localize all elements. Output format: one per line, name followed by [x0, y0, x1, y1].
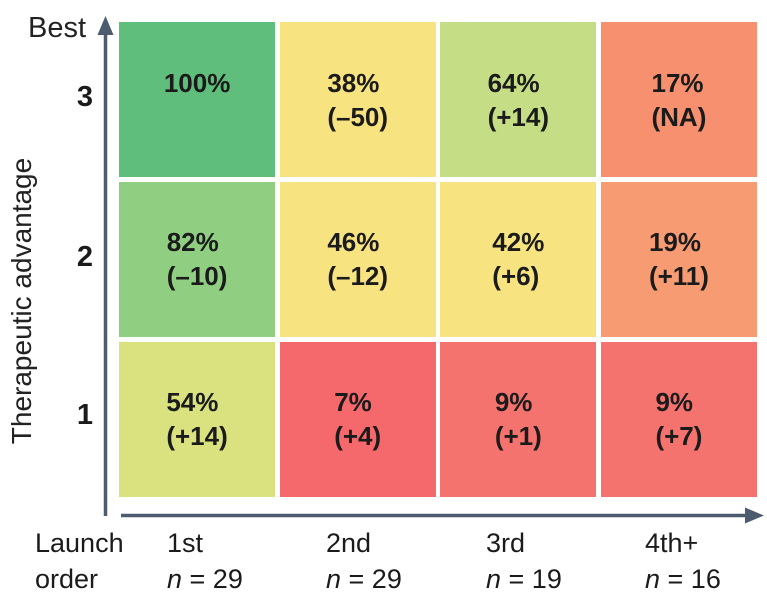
cell-text: 17% (NA)	[652, 66, 707, 134]
x-tick-label: 2nd	[326, 528, 372, 558]
cell-text: 38% (–50)	[327, 66, 388, 134]
heatmap-cell-r3c3: 64% (+14)	[440, 22, 597, 178]
heatmap-cell-r1c2: 7% (+4)	[279, 341, 436, 497]
x-tick-n: n = 29	[167, 564, 243, 594]
heatmap-cell-r3c1: 100%	[119, 22, 276, 178]
cell-value: 64%	[487, 67, 540, 98]
cell-text: 9% (+1)	[495, 385, 542, 453]
cell-value: 46%	[327, 227, 380, 258]
heatmap-cell-r2c2: 46% (–12)	[279, 181, 436, 338]
heatmap-cell-r3c2: 38% (–50)	[279, 22, 436, 178]
cell-text: 64% (+14)	[488, 66, 549, 134]
y-axis-arrowhead-icon	[97, 16, 114, 35]
cell-value: 42%	[492, 227, 545, 258]
x-tick-label: 1st	[167, 528, 204, 558]
x-tick-label: 3rd	[486, 528, 526, 558]
heatmap-cell-r1c3: 9% (+1)	[440, 341, 597, 497]
y-tick-2: 2	[76, 241, 93, 273]
y-axis-best-label: Best	[28, 12, 87, 44]
cell-delta: (–10)	[166, 261, 228, 292]
cell-delta: (+11)	[648, 261, 709, 292]
cell-delta: (+6)	[492, 261, 540, 292]
cell-value: 54%	[166, 387, 219, 418]
cell-text: 7% (+4)	[334, 385, 381, 453]
cell-text: 46% (–12)	[327, 225, 388, 293]
heatmap-cell-r3c4: 17% (NA)	[600, 22, 757, 178]
y-tick-3: 3	[76, 81, 93, 113]
heatmap-cell-r2c4: 19% (+11)	[600, 181, 757, 338]
heatmap-cell-r1c1: 54% (+14)	[119, 341, 276, 497]
heatmap-cell-r2c3: 42% (+6)	[440, 181, 597, 338]
cell-text: 100%	[164, 66, 231, 134]
cell-value: 100%	[163, 67, 231, 98]
cell-text: 19% (+11)	[649, 225, 709, 293]
x-axis-title: Launch order	[35, 525, 124, 597]
x-tick-label: 4th+	[645, 528, 699, 558]
x-tick-n: n = 29	[326, 564, 402, 594]
cell-value: 17%	[651, 67, 704, 98]
cell-delta: (+4)	[334, 421, 382, 452]
x-tick-1st: 1st n = 29	[167, 525, 243, 597]
x-tick-n: n = 19	[486, 564, 562, 594]
x-axis-arrowhead-icon	[745, 507, 764, 524]
cell-text: 42% (+6)	[492, 225, 544, 293]
cell-value: 9%	[494, 387, 533, 418]
cell-delta: (–50)	[327, 101, 389, 132]
x-axis-title-line2: order	[35, 564, 99, 594]
cell-value: 19%	[648, 227, 701, 258]
cell-value: 82%	[166, 227, 219, 258]
heatmap-grid: 100% 38% (–50) 64% (+14) 17% (NA) 82%	[119, 22, 757, 497]
heatmap-cell-r1c4: 9% (+7)	[600, 341, 757, 497]
cell-text: 54% (+14)	[166, 385, 227, 453]
cell-text: 9% (+7)	[655, 385, 702, 453]
cell-delta: (NA)	[651, 101, 707, 132]
x-tick-4th-plus: 4th+ n = 16	[645, 525, 721, 597]
cell-delta: (+14)	[166, 421, 228, 452]
cell-value: 9%	[655, 387, 694, 418]
x-tick-3rd: 3rd n = 19	[486, 525, 562, 597]
x-tick-2nd: 2nd n = 29	[326, 525, 402, 597]
cell-delta	[164, 100, 231, 134]
cell-delta: (+7)	[655, 421, 703, 452]
heatmap-cell-r2c1: 82% (–10)	[119, 181, 276, 338]
cell-value: 38%	[327, 67, 380, 98]
x-axis-title-line1: Launch	[35, 528, 124, 558]
cell-delta: (–12)	[327, 261, 389, 292]
cell-value: 7%	[334, 387, 372, 418]
cell-delta: (+14)	[487, 101, 550, 132]
x-tick-n: n = 16	[645, 564, 721, 594]
cell-text: 82% (–10)	[167, 225, 228, 293]
y-axis-title: Therapeutic advantage	[6, 157, 37, 445]
cell-delta: (+1)	[494, 421, 542, 452]
y-tick-1: 1	[76, 399, 93, 431]
